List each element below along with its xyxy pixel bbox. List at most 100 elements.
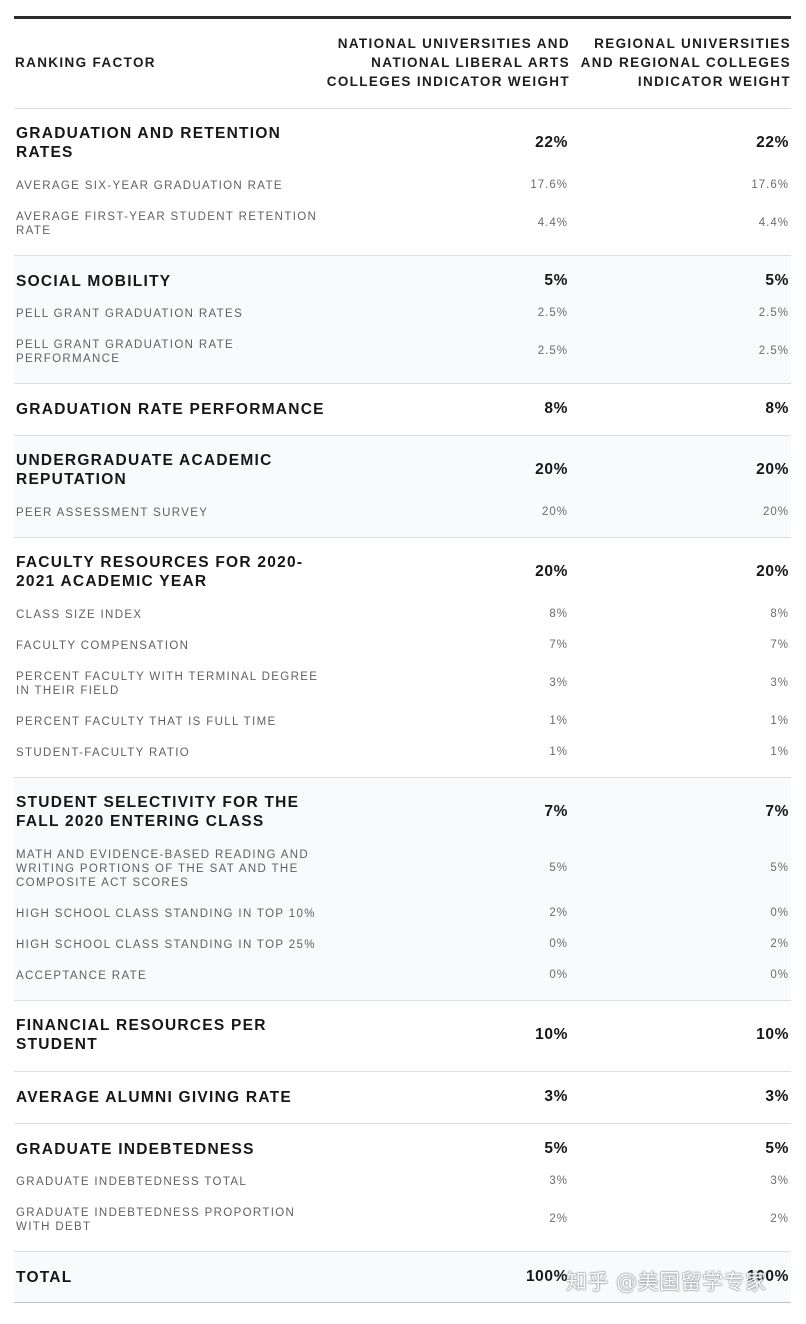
sub-regional-weight: 4.4% (758, 217, 789, 229)
factor-row-graduation-and-retention-rates: GRADUATION AND RETENTION RATES 22% 22% (14, 124, 791, 162)
national-weight: 22% (535, 134, 568, 151)
factor-name: GRADUATE INDEBTEDNESS (16, 1140, 255, 1158)
regional-weight: 3% (765, 1088, 789, 1105)
sub-factor-row: AVERAGE SIX-YEAR GRADUATION RATE 17.6% 17.… (14, 179, 791, 193)
regional-weight: 7% (765, 803, 789, 820)
row-divider (14, 1071, 791, 1072)
sub-regional-weight: 3% (770, 1175, 789, 1187)
regional-weight: 20% (756, 461, 789, 478)
sub-national-weight: 0% (549, 938, 568, 950)
sub-national-weight: 20% (541, 506, 568, 518)
sub-factor-row: CLASS SIZE INDEX 8% 8% (14, 608, 791, 622)
regional-weight: 10% (756, 1026, 789, 1043)
sub-factor-row: HIGH SCHOOL CLASS STANDING IN TOP 10% 2% 0… (14, 907, 791, 921)
header-national-weight: NATIONAL UNIVERSITIES AND NATIONAL LIBER… (326, 36, 570, 89)
sub-factor-row: HIGH SCHOOL CLASS STANDING IN TOP 25% 0% 2… (14, 938, 791, 952)
sub-factor-name: AVERAGE FIRST-YEAR STUDENT RETENTION RAT… (16, 211, 318, 237)
factor-row-total: TOTAL 100% 100% (14, 1268, 791, 1287)
factor-row-student-selectivity-for-the-fall-2020-entering-class: STUDENT SELECTIVITY FOR THE FALL 2020 EN… (14, 793, 791, 831)
factor-name: TOTAL (16, 1268, 73, 1286)
national-weight: 3% (544, 1088, 568, 1105)
factor-name: STUDENT SELECTIVITY FOR THE FALL 2020 EN… (16, 794, 300, 830)
group-background (14, 1251, 791, 1302)
national-weight: 20% (535, 563, 568, 580)
sub-factor-name: GRADUATE INDEBTEDNESS TOTAL (16, 1176, 248, 1188)
sub-regional-weight: 2.5% (758, 307, 789, 319)
factor-row-undergraduate-academic-reputation: UNDERGRADUATE ACADEMIC REPUTATION 20% 20% (14, 451, 791, 489)
sub-regional-weight: 8% (770, 608, 789, 620)
sub-factor-row: MATH AND EVIDENCE-BASED READING AND WRIT… (14, 848, 791, 890)
sub-national-weight: 0% (549, 969, 568, 981)
sub-factor-row: GRADUATE INDEBTEDNESS PROPORTION WITH DE… (14, 1206, 791, 1234)
sub-national-weight: 4.4% (537, 217, 568, 229)
row-divider (14, 777, 791, 778)
table-top-rule (14, 16, 791, 19)
national-weight: 7% (544, 803, 568, 820)
table-header: RANKING FACTOR NATIONAL UNIVERSITIES AND… (14, 19, 791, 109)
sub-factor-row: PELL GRANT GRADUATION RATE PERFORMANCE 2.… (14, 338, 791, 366)
national-weight: 5% (544, 272, 568, 289)
sub-factor-name: PEER ASSESSMENT SURVEY (16, 507, 209, 519)
watermark: 知乎 @美国留学专家 (566, 1270, 767, 1294)
factor-name: UNDERGRADUATE ACADEMIC REPUTATION (16, 452, 273, 488)
sub-factor-name: AVERAGE SIX-YEAR GRADUATION RATE (16, 180, 283, 192)
factor-name: SOCIAL MOBILITY (16, 272, 172, 290)
sub-national-weight: 1% (549, 746, 568, 758)
sub-regional-weight: 7% (770, 639, 789, 651)
group-background (14, 777, 791, 1000)
sub-factor-row: PEER ASSESSMENT SURVEY 20% 20% (14, 506, 791, 520)
sub-national-weight: 3% (549, 1175, 568, 1187)
sub-national-weight: 7% (549, 639, 568, 651)
sub-regional-weight: 2% (770, 938, 789, 950)
national-weight: 8% (544, 400, 568, 417)
factor-name: GRADUATION RATE PERFORMANCE (16, 400, 325, 418)
sub-factor-row: GRADUATE INDEBTEDNESS TOTAL 3% 3% (14, 1175, 791, 1189)
regional-weight: 20% (756, 563, 789, 580)
table-bottom-rule (14, 1302, 791, 1303)
row-divider (14, 537, 791, 538)
national-weight: 20% (535, 461, 568, 478)
sub-factor-row: STUDENT-FACULTY RATIO 1% 1% (14, 746, 791, 760)
national-weight: 10% (535, 1026, 568, 1043)
sub-regional-weight: 1% (770, 715, 789, 727)
sub-national-weight: 3% (549, 677, 568, 689)
sub-factor-row: ACCEPTANCE RATE 0% 0% (14, 969, 791, 983)
group-background (14, 435, 791, 537)
row-divider (14, 435, 791, 436)
national-weight: 100% (525, 1268, 568, 1285)
factor-row-faculty-resources-for-2020-2021-academic-year: FACULTY RESOURCES FOR 2020- 2021 ACADEMI… (14, 553, 791, 591)
sub-factor-row: PERCENT FACULTY WITH TERMINAL DEGREE IN … (14, 670, 791, 698)
row-divider (14, 1251, 791, 1252)
sub-factor-row: FACULTY COMPENSATION 7% 7% (14, 639, 791, 653)
group-background (14, 255, 791, 383)
sub-regional-weight: 1% (770, 746, 789, 758)
sub-national-weight: 17.6% (530, 179, 568, 191)
sub-factor-name: GRADUATE INDEBTEDNESS PROPORTION WITH DE… (16, 1207, 296, 1233)
sub-factor-name: HIGH SCHOOL CLASS STANDING IN TOP 10% (16, 908, 316, 920)
header-ranking-factor: RANKING FACTOR (15, 55, 156, 70)
header-regional-weight: REGIONAL UNIVERSITIES AND REGIONAL COLLE… (580, 36, 791, 89)
factor-row-average-alumni-giving-rate: AVERAGE ALUMNI GIVING RATE 3% 3% (14, 1088, 791, 1107)
sub-factor-name: STUDENT-FACULTY RATIO (16, 747, 191, 759)
row-divider (14, 1000, 791, 1001)
factor-row-graduation-rate-performance: GRADUATION RATE PERFORMANCE 8% 8% (14, 400, 791, 419)
sub-regional-weight: 0% (770, 907, 789, 919)
regional-weight: 5% (765, 272, 789, 289)
sub-regional-weight: 2.5% (758, 345, 789, 357)
factor-row-financial-resources-per-student: FINANCIAL RESOURCES PER STUDENT 10% 10% (14, 1016, 791, 1054)
factor-name: FACULTY RESOURCES FOR 2020- 2021 ACADEMI… (16, 554, 304, 590)
sub-regional-weight: 2% (770, 1213, 789, 1225)
regional-weight: 8% (765, 400, 789, 417)
sub-national-weight: 2% (549, 1213, 568, 1225)
sub-regional-weight: 5% (770, 862, 789, 874)
factor-row-graduate-indebtedness: GRADUATE INDEBTEDNESS 5% 5% (14, 1140, 791, 1159)
sub-regional-weight: 20% (762, 506, 789, 518)
sub-regional-weight: 17.6% (751, 179, 789, 191)
sub-factor-name: FACULTY COMPENSATION (16, 640, 190, 652)
national-weight: 5% (544, 1140, 568, 1157)
regional-weight: 5% (765, 1140, 789, 1157)
sub-factor-row: PELL GRANT GRADUATION RATES 2.5% 2.5% (14, 307, 791, 321)
sub-factor-name: MATH AND EVIDENCE-BASED READING AND WRIT… (16, 849, 310, 889)
sub-factor-row: PERCENT FACULTY THAT IS FULL TIME 1% 1% (14, 715, 791, 729)
